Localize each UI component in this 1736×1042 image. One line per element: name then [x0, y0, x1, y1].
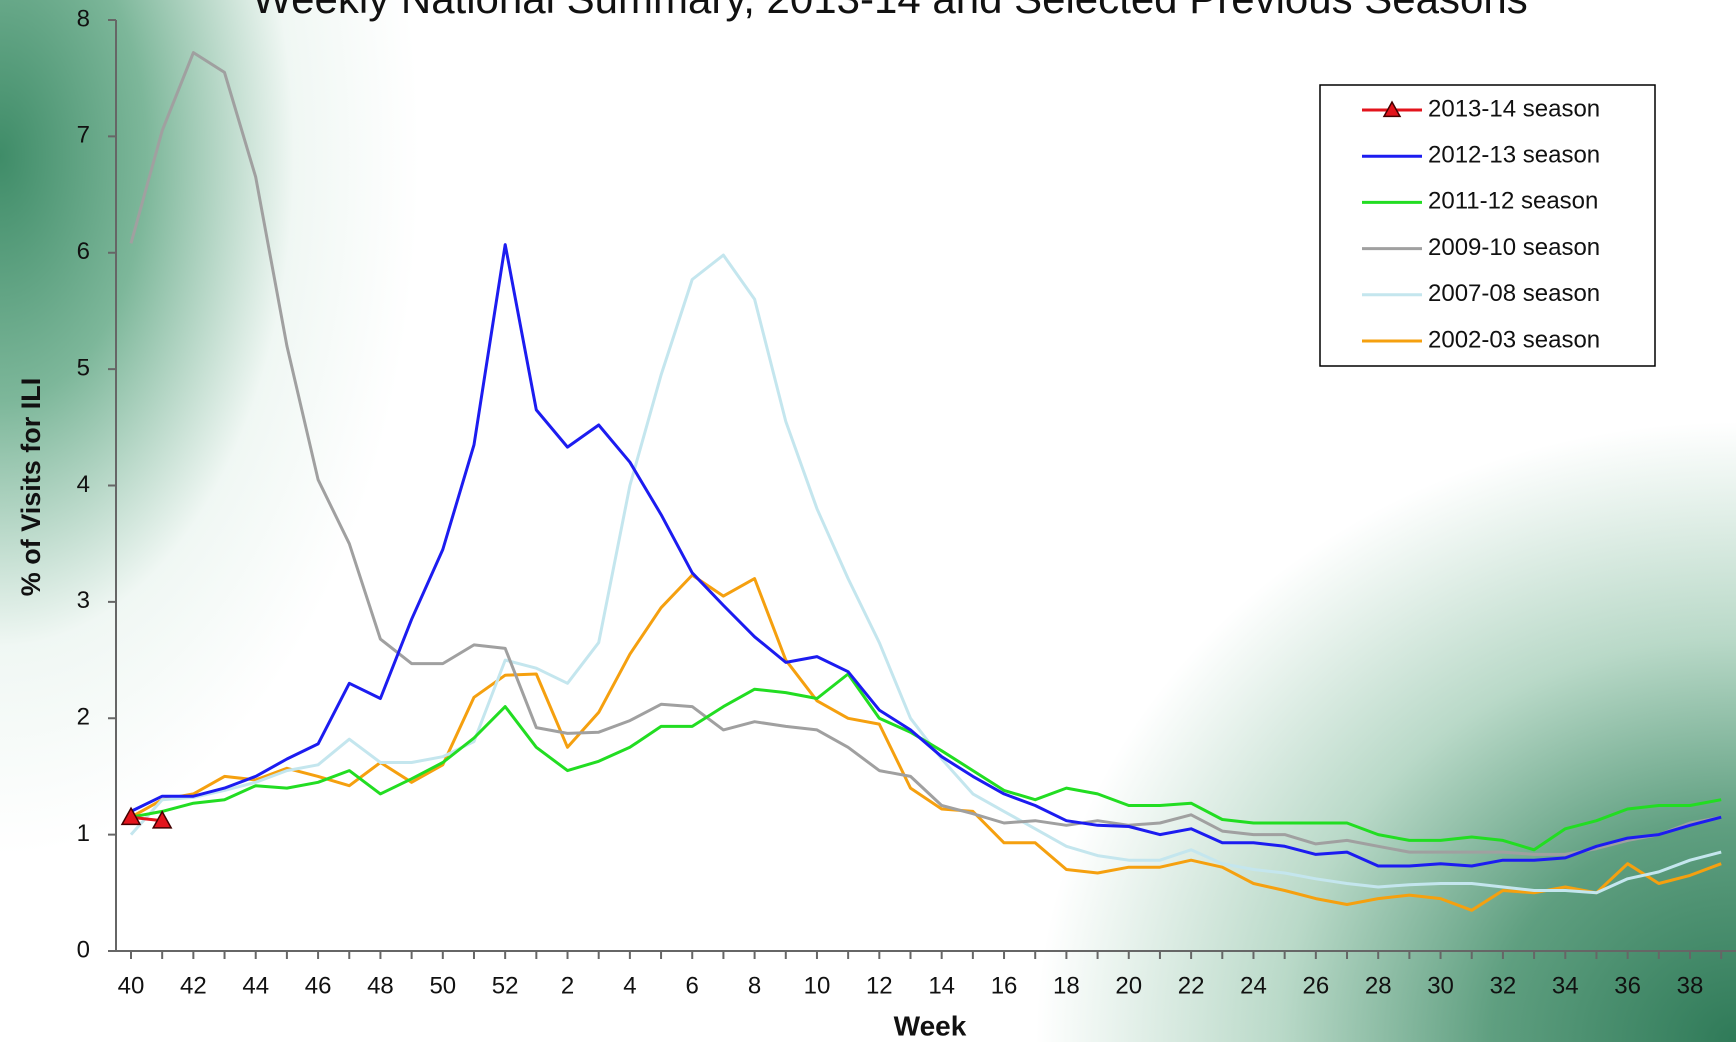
y-tick-label: 4 [77, 471, 90, 498]
x-axis-title: Week [894, 1010, 967, 1041]
series-line [130, 573, 1722, 912]
x-tick-label: 20 [1115, 972, 1142, 999]
x-tick-label: 28 [1365, 972, 1392, 999]
y-tick-label: 3 [77, 587, 90, 614]
series-line [130, 243, 1722, 868]
x-tick-label: 44 [242, 972, 269, 999]
x-tick-label: 52 [492, 972, 519, 999]
chart-title: Weekly National Summary, 2013-14 and Sel… [252, 0, 1527, 22]
series-line [129, 51, 1722, 856]
x-tick-label: 10 [804, 972, 831, 999]
x-tick-label: 34 [1552, 972, 1579, 999]
y-tick-label: 8 [77, 5, 90, 32]
legend-box [1319, 84, 1656, 367]
legend-label: 2011-12 season [1428, 188, 1598, 215]
series-line [130, 672, 1722, 852]
y-tick-label: 7 [77, 122, 90, 149]
point-marker [120, 806, 142, 826]
x-tick-label: 18 [1053, 972, 1080, 999]
y-tick-label: 1 [77, 820, 90, 847]
x-tick-label: 24 [1240, 972, 1267, 999]
x-tick-label: 38 [1677, 972, 1704, 999]
x-tick-label: 48 [367, 972, 394, 999]
x-tick-label: 40 [118, 972, 145, 999]
x-tick-label: 2 [561, 972, 574, 999]
y-tick-label: 0 [77, 936, 90, 963]
y-tick-label: 6 [77, 238, 90, 265]
x-tick-label: 6 [686, 972, 699, 999]
y-tick-label: 5 [77, 354, 90, 381]
legend-marker [1382, 100, 1402, 118]
y-axis-title: % of Visits for ILI [16, 378, 46, 597]
x-tick-label: 16 [991, 972, 1018, 999]
x-tick-label: 50 [429, 972, 456, 999]
x-tick-label: 4 [623, 972, 636, 999]
x-tick-label: 22 [1178, 972, 1205, 999]
legend-label: 2007-08 season [1428, 280, 1600, 307]
x-tick-label: 12 [866, 972, 893, 999]
x-tick-label: 26 [1302, 972, 1329, 999]
point-marker [151, 810, 173, 829]
x-tick-label: 46 [305, 972, 332, 999]
legend-label: 2002-03 season [1428, 326, 1600, 353]
x-tick-label: 32 [1490, 972, 1517, 999]
legend-label: 2013-14 season [1428, 95, 1600, 122]
series-line [129, 253, 1722, 895]
y-tick-label: 2 [77, 704, 90, 731]
legend-label: 2012-13 season [1428, 142, 1600, 169]
x-tick-label: 14 [928, 972, 955, 999]
x-tick-label: 42 [180, 972, 207, 999]
legend-label: 2009-10 season [1428, 234, 1600, 261]
x-tick-label: 30 [1427, 972, 1454, 999]
x-tick-label: 36 [1614, 972, 1641, 999]
x-tick-label: 8 [748, 972, 761, 999]
